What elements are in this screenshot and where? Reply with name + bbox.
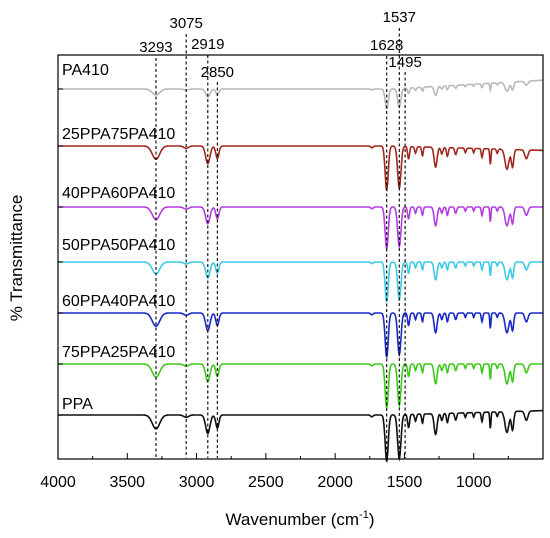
series-label-40PPA60PA410: 40PPA60PA410	[62, 185, 175, 202]
series-line-25PPA75PA410	[58, 145, 543, 192]
x-tick-label: 1000	[456, 474, 492, 491]
series-line-60PPA40PA410	[58, 312, 543, 359]
x-tick-label: 2000	[317, 474, 353, 491]
x-axis-title: Wavenumber (cm-1)	[226, 509, 375, 529]
series-layer	[58, 79, 543, 463]
series-label-75PPA25PA410: 75PPA25PA410	[62, 344, 175, 361]
peak-label-1495: 1495	[388, 54, 421, 71]
series-line-40PPA60PA410	[58, 206, 543, 251]
x-tick-label: 2500	[248, 474, 284, 491]
y-axis-title: % Transmittance	[7, 195, 26, 322]
series-label-PPA: PPA	[62, 396, 93, 413]
series-label-50PPA50PA410: 50PPA50PA410	[62, 237, 175, 254]
x-ticks: 4000 3500 3000 2500 2000 1500 1000	[40, 453, 509, 491]
peak-label-2919: 2919	[191, 36, 224, 53]
series-label-60PPA40PA410: 60PPA40PA410	[62, 293, 175, 310]
plot-frame	[57, 54, 544, 460]
series-line-PA410	[58, 79, 543, 110]
peak-markers: 3293 3075 2919 2850 1628 1537 1495	[139, 9, 422, 458]
series-label-25PPA75PA410: 25PPA75PA410	[62, 126, 175, 143]
series-label-PA410: PA410	[62, 62, 109, 79]
peak-label-1537: 1537	[383, 9, 416, 26]
x-tick-label: 3000	[179, 474, 215, 491]
x-tick-label: 4000	[40, 474, 76, 491]
peak-label-3075: 3075	[169, 15, 202, 32]
peak-label-3293: 3293	[139, 39, 172, 56]
series-line-75PPA25PA410	[58, 363, 543, 410]
peak-label-2850: 2850	[201, 64, 234, 81]
x-tick-label: 1500	[387, 474, 423, 491]
x-tick-label: 3500	[109, 474, 145, 491]
series-line-PPA	[58, 409, 543, 463]
series-line-50PPA50PA410	[58, 261, 543, 304]
peak-label-1628: 1628	[370, 37, 403, 54]
axes	[57, 54, 544, 460]
series-labels: PA410 25PPA75PA410 40PPA60PA410 50PPA50PA41…	[62, 62, 175, 413]
